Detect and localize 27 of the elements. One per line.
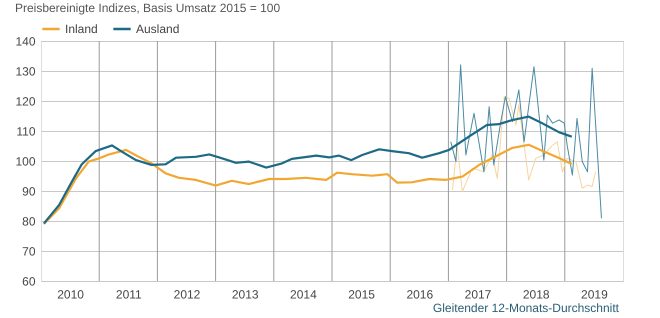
x-tick-label: 2012 bbox=[174, 288, 201, 302]
chart-title: Preisbereinigte Indizes, Basis Umsatz 2015 = 100 bbox=[14, 1, 280, 15]
legend-label: Inland bbox=[65, 22, 98, 36]
text: Gleitender 12-Monats-Durchschnitt bbox=[432, 301, 620, 315]
y-tick-label: 70 bbox=[22, 244, 36, 258]
line-series bbox=[450, 64, 602, 219]
x-tick-label: 2016 bbox=[406, 288, 434, 302]
x-tick-label: 2013 bbox=[232, 288, 259, 302]
y-tick-label: 100 bbox=[15, 154, 36, 168]
y-tick-label: 140 bbox=[15, 34, 36, 48]
y-tick-label: 110 bbox=[16, 124, 36, 138]
y-tick-label: 80 bbox=[22, 214, 36, 228]
line-series bbox=[42, 116, 573, 224]
y-tick-label: 130 bbox=[15, 64, 36, 78]
x-tick-label: 2015 bbox=[348, 288, 376, 302]
y-tick-label: 90 bbox=[22, 184, 36, 198]
line-series bbox=[452, 96, 596, 192]
line-series bbox=[42, 144, 573, 226]
x-tick-label: 2011 bbox=[116, 288, 142, 302]
x-tick-label: 2017 bbox=[464, 288, 492, 302]
x-tick-label: 2018 bbox=[522, 288, 550, 302]
x-tick-label: 2019 bbox=[581, 288, 608, 302]
x-tick-label: 2010 bbox=[57, 288, 84, 302]
legend-label: Ausland bbox=[136, 22, 180, 36]
x-tick-label: 2014 bbox=[290, 288, 318, 302]
y-tick-label: 120 bbox=[15, 94, 36, 108]
y-tick-label: 60 bbox=[22, 274, 36, 288]
